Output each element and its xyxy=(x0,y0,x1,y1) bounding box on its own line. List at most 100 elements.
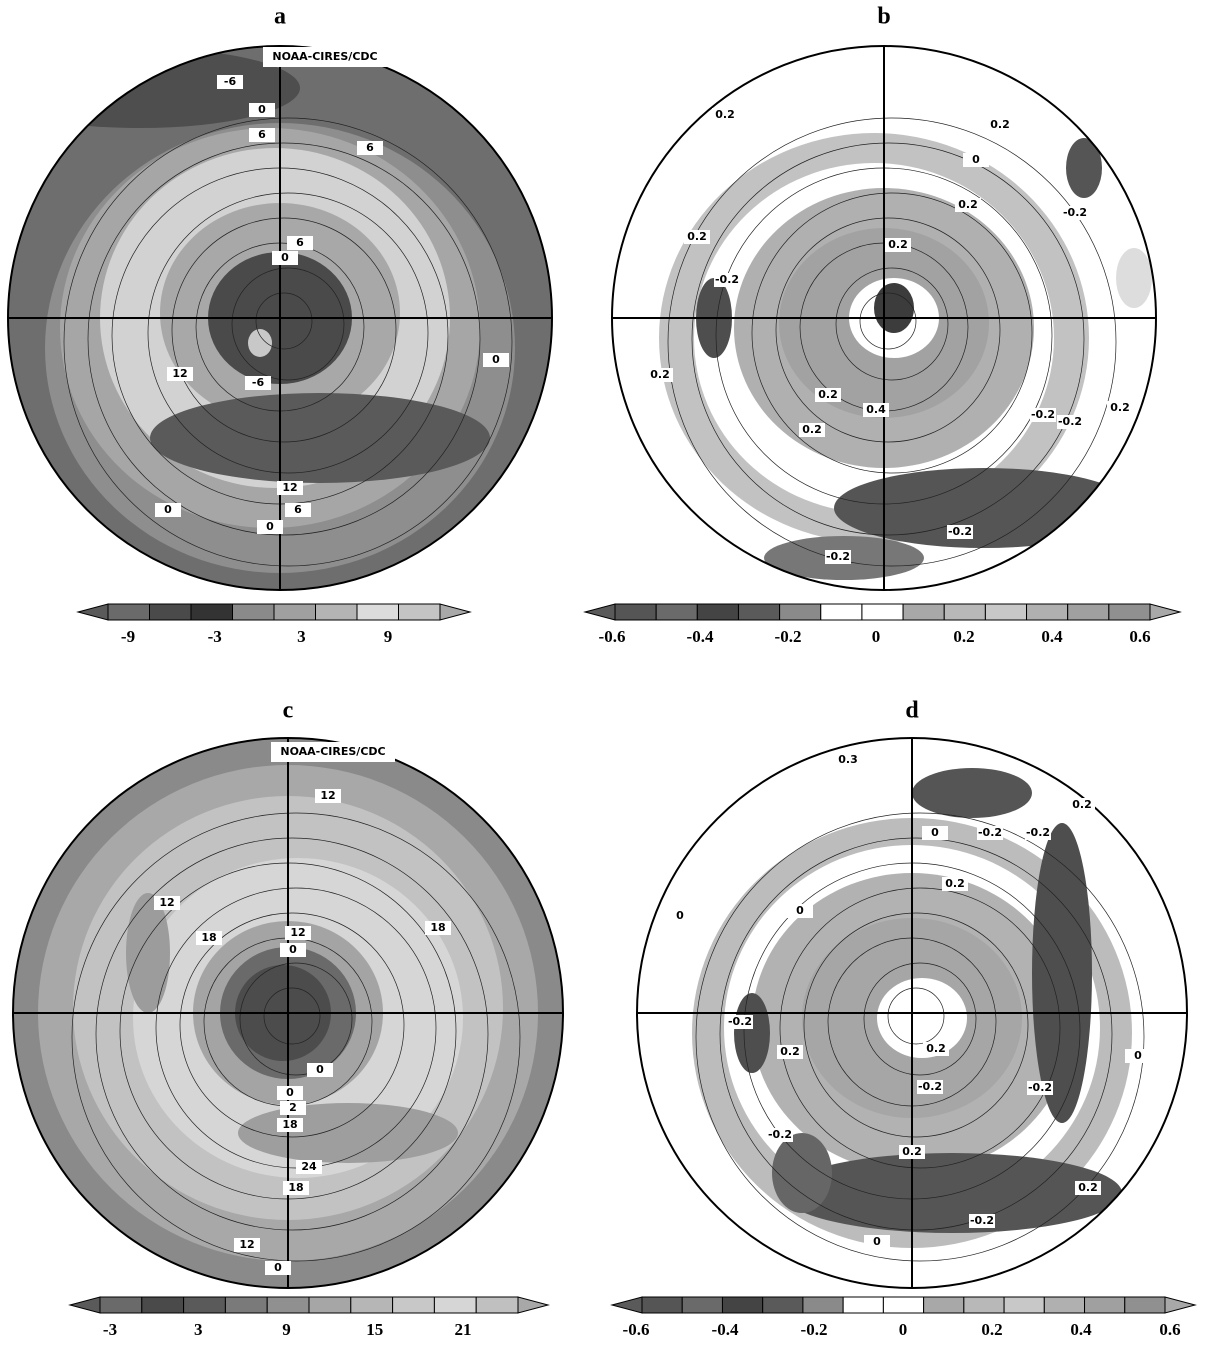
colorbar-arrow xyxy=(439,603,472,621)
contour-label: 0.2 xyxy=(818,388,838,401)
contour-label: -0.2 xyxy=(1063,206,1087,219)
contour-line xyxy=(71,812,521,1262)
contour-line xyxy=(887,987,945,1045)
colorbar-segment xyxy=(356,603,399,621)
colorbar-segment xyxy=(861,603,904,621)
contour-region xyxy=(772,1133,832,1213)
colorbar-tick-label: -3 xyxy=(103,1320,117,1339)
colorbar-segment xyxy=(655,603,698,621)
colorbar-segment xyxy=(1084,1296,1126,1314)
colorbar-segment xyxy=(1003,1296,1045,1314)
colorbar-tick-label: 15 xyxy=(366,1320,383,1339)
colorbar-segment xyxy=(398,603,441,621)
contour-label-box xyxy=(1025,826,1051,840)
colorbar-segment xyxy=(882,1296,925,1314)
contour-label: 0 xyxy=(492,353,500,366)
contour-label-box xyxy=(1030,408,1056,422)
colorbar-tick-label: 0.2 xyxy=(953,627,974,646)
colorbar-segment xyxy=(1043,1296,1086,1314)
colorbar-segment xyxy=(350,1296,394,1314)
contour-label-box xyxy=(196,931,222,945)
contour-label: -6 xyxy=(224,75,237,88)
contour-label: 0 xyxy=(1134,1049,1142,1062)
contour-line xyxy=(255,292,313,350)
contour-label-box xyxy=(863,403,889,417)
contour-line xyxy=(87,142,481,536)
colorbar-segment xyxy=(842,1296,884,1314)
colorbar-arrow xyxy=(1149,603,1182,621)
contour-label: 0 xyxy=(289,943,297,956)
contour-label-box xyxy=(425,921,451,935)
colorbar-segment xyxy=(149,603,192,621)
contour-label-box xyxy=(835,753,861,767)
watermark-box xyxy=(271,742,395,762)
contour-region xyxy=(150,393,490,483)
contour-label: 0 xyxy=(274,1261,282,1274)
colorbar-tick-label: 0 xyxy=(872,627,881,646)
contour-label-box xyxy=(885,238,911,252)
contour-line xyxy=(835,267,949,381)
contour-line xyxy=(863,962,977,1076)
contour-label-box xyxy=(285,503,311,517)
colorbar-segment xyxy=(641,1296,683,1314)
colorbar-tick-label: 0.6 xyxy=(1129,627,1150,646)
contour-label: 0 xyxy=(873,1235,881,1248)
contour-label-box xyxy=(155,503,181,517)
contour-label-box xyxy=(357,141,383,155)
panel-label: c xyxy=(283,698,294,724)
contour-label: 12 xyxy=(320,789,335,802)
contour-label-box xyxy=(483,353,509,367)
colorbar-segment xyxy=(1108,603,1151,621)
contour-label: 0 xyxy=(266,520,274,533)
colorbar-segment xyxy=(141,1296,185,1314)
colorbar-arrow xyxy=(583,603,616,621)
contour-label: 12 xyxy=(172,367,187,380)
contour-label-box xyxy=(825,550,851,564)
colorbar-segment xyxy=(433,1296,477,1314)
contour-region xyxy=(126,893,170,1013)
colorbar-segment xyxy=(315,603,358,621)
contour-label-box xyxy=(257,520,283,534)
contour-region xyxy=(1116,248,1152,308)
contour-line xyxy=(63,117,513,567)
contour-label-box xyxy=(277,481,303,495)
contour-label: 0 xyxy=(258,103,266,116)
contour-label: 0.4 xyxy=(866,403,886,416)
colorbar-segment xyxy=(614,603,657,621)
colorbar-segment xyxy=(273,603,316,621)
contour-label: 0 xyxy=(972,153,980,166)
contour-line xyxy=(859,292,917,350)
colorbar-tick-label: 3 xyxy=(297,627,306,646)
colorbar-segment xyxy=(737,603,781,621)
contour-label: 0.2 xyxy=(780,1045,800,1058)
colorbar-segment xyxy=(1026,603,1069,621)
contour-label: 18 xyxy=(288,1181,303,1194)
map-boundary xyxy=(7,45,553,591)
colorbar-segment xyxy=(721,1296,764,1314)
panel-label: d xyxy=(905,698,919,724)
colorbar-segment xyxy=(681,1296,723,1314)
contour-region xyxy=(877,978,967,1058)
contour-label-box xyxy=(234,1238,260,1252)
contour-label: -0.2 xyxy=(918,1080,942,1093)
contour-label-box xyxy=(777,1045,803,1059)
colorbar-tick-label: 9 xyxy=(384,627,393,646)
contour-label: 0.2 xyxy=(958,198,978,211)
contour-label: 0.2 xyxy=(888,238,908,251)
contour-region xyxy=(734,993,770,1073)
colorbar-segment xyxy=(392,1296,435,1314)
contour-line xyxy=(171,217,397,443)
contour-label-box xyxy=(1075,1181,1101,1195)
contour-region xyxy=(912,768,1032,818)
contour-label: 0.2 xyxy=(990,118,1010,131)
contour-label: 12 xyxy=(239,1238,254,1251)
contour-label-box xyxy=(154,896,180,910)
contour-line xyxy=(231,267,345,381)
contour-label: -0.2 xyxy=(1031,408,1055,421)
colorbar-tick-label: 3 xyxy=(194,1320,203,1339)
contour-label-box xyxy=(167,367,193,381)
colorbar-segment xyxy=(696,603,739,621)
colorbar-segment xyxy=(475,1296,519,1314)
contour-label: 18 xyxy=(430,921,445,934)
contour-label: 0 xyxy=(316,1063,324,1076)
